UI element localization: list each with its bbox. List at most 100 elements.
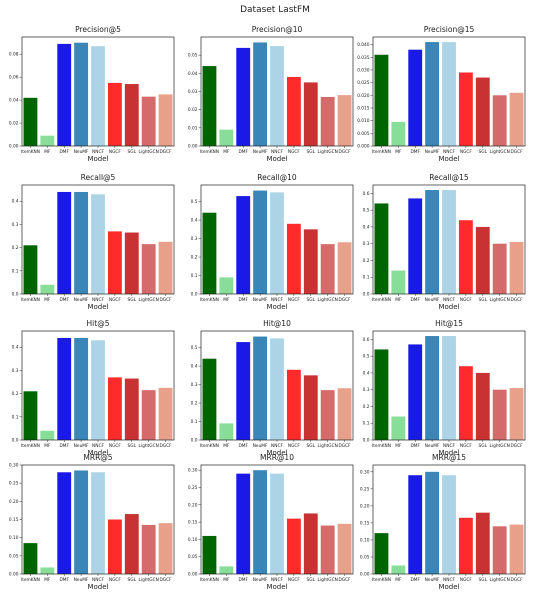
x-tick-label: SGL — [128, 443, 137, 449]
x-tick-label: ItemKNN — [200, 443, 219, 449]
bar-nncf — [91, 472, 105, 574]
bar-mf — [219, 566, 234, 574]
x-tick-label: ItemKNN — [21, 577, 40, 583]
bar-ngcf — [458, 220, 473, 294]
panel-title: MRR@10 — [260, 453, 294, 462]
y-tick-label: 0.015 — [357, 105, 370, 111]
panel-title: Precision@5 — [75, 25, 121, 34]
y-tick-label: 0.010 — [357, 118, 370, 124]
x-tick-label: DMF — [238, 297, 248, 303]
y-tick-label: 0.0 — [12, 438, 19, 444]
x-tick-label: LightGCN — [139, 149, 159, 155]
bar-itemknn — [23, 391, 38, 440]
y-tick-label: 0.04 — [9, 98, 19, 104]
x-tick-label: DMF — [59, 577, 69, 583]
x-tick-label: SGL — [307, 577, 316, 583]
x-tick-label: DGCF — [159, 443, 172, 449]
bar-sgl — [475, 77, 490, 146]
x-tick-label: NNCF — [92, 443, 104, 449]
bar-dgcf — [158, 241, 173, 294]
bar-itemknn — [374, 54, 389, 146]
bar-nncf — [91, 194, 105, 294]
y-tick-label: 0.025 — [357, 80, 370, 86]
x-tick-label: SGL — [128, 577, 137, 583]
bar-neumf — [74, 191, 89, 294]
x-tick-label: ItemKNN — [372, 443, 391, 449]
y-tick-label: 0.25 — [9, 481, 19, 487]
bar-ngcf — [458, 72, 473, 146]
bar-ngcf — [458, 366, 473, 440]
y-tick-label: 0.040 — [357, 42, 370, 48]
x-tick-label: LightGCN — [490, 443, 510, 449]
x-tick-label: NGCF — [288, 443, 301, 449]
x-tick-label: NNCF — [271, 443, 283, 449]
y-tick-label: 0.4 — [12, 199, 19, 205]
bar-sgl — [303, 513, 318, 574]
x-tick-label: ItemKNN — [200, 149, 219, 155]
figure-title: Dataset LastFM — [240, 5, 310, 15]
bar-itemknn — [202, 535, 217, 574]
x-axis-label: Model — [438, 155, 459, 163]
bar-itemknn — [23, 543, 38, 574]
bar-itemknn — [374, 533, 389, 574]
y-tick-label: 0.0 — [12, 292, 19, 298]
x-tick-label: NeuMF — [425, 149, 440, 155]
x-axis-label: Model — [438, 583, 459, 591]
y-tick-label: 0.3 — [363, 387, 370, 393]
x-tick-label: LightGCN — [318, 443, 338, 449]
x-tick-label: NeuMF — [253, 577, 268, 583]
bar-dmf — [408, 49, 423, 146]
bar-mf — [219, 423, 234, 440]
bar-nncf — [270, 46, 284, 147]
x-tick-label: NGCF — [288, 149, 301, 155]
y-tick-label: 0.25 — [360, 486, 370, 492]
y-tick-label: 0.04 — [188, 71, 198, 77]
x-tick-label: NeuMF — [74, 577, 89, 583]
y-tick-label: 0.02 — [188, 107, 198, 113]
x-tick-label: SGL — [128, 149, 137, 155]
x-tick-label: SGL — [479, 443, 488, 449]
bar-lightgcn — [141, 96, 156, 146]
bar-ngcf — [286, 223, 301, 294]
x-tick-label: MF — [44, 577, 51, 583]
plot-frame — [372, 464, 526, 575]
x-tick-label: ItemKNN — [372, 577, 391, 583]
x-tick-label: MF — [223, 443, 230, 449]
x-tick-label: LightGCN — [318, 577, 338, 583]
x-tick-label: NeuMF — [253, 149, 268, 155]
x-tick-label: NNCF — [271, 297, 283, 303]
y-tick-label: 0.1 — [191, 419, 198, 425]
y-tick-label: 0.3 — [191, 382, 198, 388]
y-tick-label: 0.4 — [12, 345, 19, 351]
panel-precision-at-15: Precision@15 0.000 0.005 0.010 0.015 0.020 0.0… — [357, 25, 526, 163]
bar-dgcf — [337, 95, 352, 146]
y-tick-label: 0.10 — [188, 537, 198, 543]
x-tick-label: LightGCN — [490, 577, 510, 583]
x-tick-label: ItemKNN — [21, 297, 40, 303]
panel-title: Recall@10 — [257, 173, 297, 182]
panel-title: MRR@15 — [432, 453, 466, 462]
panel-title: Hit@15 — [435, 319, 463, 328]
panel-title: Precision@15 — [424, 25, 475, 34]
y-tick-label: 0.2 — [12, 391, 19, 397]
x-axis-label: Model — [266, 583, 287, 591]
panel-title: Precision@10 — [252, 25, 303, 34]
x-tick-label: MF — [395, 577, 402, 583]
bar-itemknn — [374, 203, 389, 294]
x-tick-label: DMF — [410, 297, 420, 303]
x-tick-label: LightGCN — [139, 443, 159, 449]
x-tick-label: NGCF — [109, 443, 122, 449]
panel-recall-at-15: Recall@15 0.0 0.1 0.2 0.3 0.4 0.5 0.6 ItemKNN MF D… — [363, 173, 526, 311]
y-tick-label: 0.06 — [9, 75, 19, 81]
bar-sgl — [475, 512, 490, 574]
bar-ngcf — [286, 518, 301, 574]
bar-dmf — [236, 47, 251, 146]
plot-frame — [372, 36, 526, 147]
panel-recall-at-10: Recall@10 0.0 0.1 0.2 0.3 0.4 0.5 ItemKNN MF DMF N… — [191, 173, 354, 311]
y-tick-label: 0.01 — [188, 125, 198, 131]
y-tick-label: 0.1 — [12, 268, 19, 274]
y-tick-label: 0.020 — [357, 93, 370, 99]
panel-precision-at-10: Precision@10 0.00 0.01 0.02 0.03 0.04 0.05 Item… — [188, 25, 354, 163]
x-tick-label: DMF — [410, 443, 420, 449]
